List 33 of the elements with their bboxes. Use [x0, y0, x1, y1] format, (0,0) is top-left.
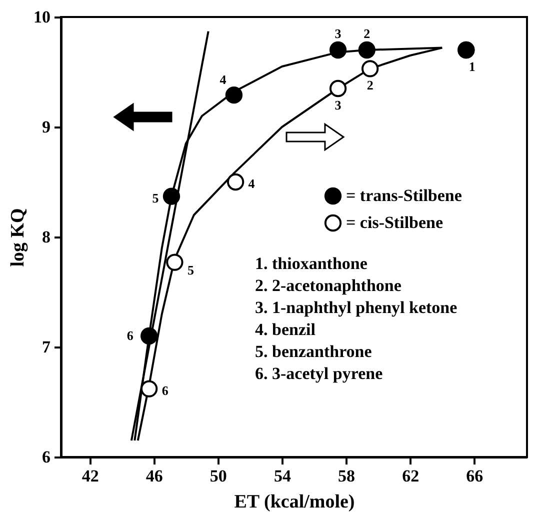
- annotation: 3: [334, 98, 342, 112]
- x-tick-label: 50: [210, 466, 227, 486]
- y-axis-title: log KQ: [8, 208, 28, 267]
- x-tick-label: 42: [82, 466, 99, 486]
- annotation: 3: [334, 26, 342, 41]
- x-axis-title: ET (kcal/mole): [234, 492, 355, 512]
- annotation: 4: [248, 176, 256, 191]
- x-tick-label: 58: [338, 466, 356, 486]
- y-tick-label: 10: [34, 8, 50, 26]
- legend-label: = trans-Stilbene: [346, 186, 462, 205]
- y-tick-label: 6: [42, 448, 50, 466]
- annotation: 5. benzanthrone: [255, 342, 372, 361]
- x-tick-label: 54: [274, 466, 292, 486]
- annotation: 2. 2-acetonaphthone: [255, 276, 402, 295]
- x-tick-label: 46: [146, 466, 163, 486]
- x-tick-label: 62: [402, 466, 420, 486]
- annotation: 4. benzil: [255, 320, 316, 339]
- annotation: 2: [366, 78, 374, 93]
- annotation: 6: [126, 328, 134, 343]
- x-tick-label: 66: [466, 466, 484, 486]
- annotation: 4: [220, 72, 227, 88]
- legend-label: = cis-Stilbene: [346, 213, 444, 232]
- annotation: 2: [364, 26, 370, 41]
- annotation: 5: [187, 262, 194, 278]
- annotation: 1. thioxanthone: [255, 254, 368, 273]
- y-tick-label: 7: [42, 338, 51, 356]
- annotation: 1: [468, 59, 476, 74]
- y-tick-label: 9: [42, 118, 50, 136]
- annotation: 5: [152, 190, 160, 206]
- y-tick-label: 8: [42, 228, 50, 246]
- annotation: 6: [162, 382, 169, 398]
- annotation: 3. 1-naphthyl phenyl ketone: [255, 298, 458, 317]
- annotation: 6. 3-acetyl pyrene: [255, 364, 384, 383]
